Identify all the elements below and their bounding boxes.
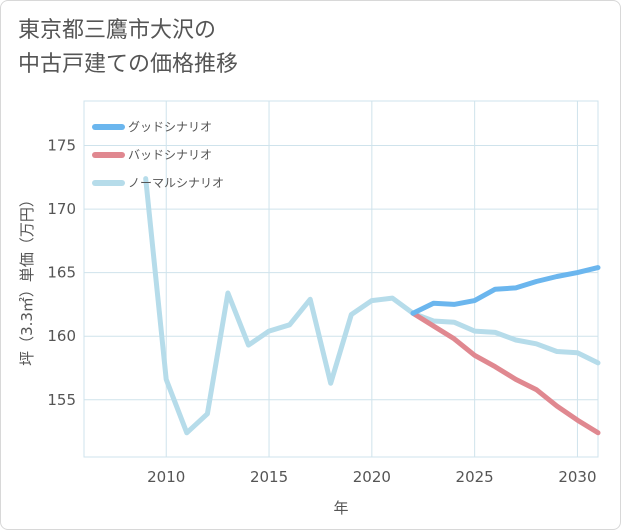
series-lines [143, 176, 601, 436]
series-line-1 [410, 265, 601, 316]
x-tick-label-2030: 2030 [558, 468, 596, 486]
x-tick-label-2020: 2020 [353, 468, 391, 486]
chart-title-line-2: 中古戸建ての価格推移 [18, 52, 239, 77]
grid-lines [83, 100, 599, 458]
y-tick-label-155: 155 [47, 391, 76, 409]
series-line-2 [410, 310, 601, 436]
legend-label-3: ノーマルシナリオ [128, 176, 224, 190]
chart-title: 東京都三鷹市大沢の 中古戸建ての価格推移 [18, 14, 238, 82]
plot-frame [83, 100, 599, 458]
y-tick-label-160: 160 [47, 327, 76, 345]
series-line-3 [143, 176, 601, 436]
y-axis-label: 坪（3.3㎡）単価（万円） [18, 192, 36, 366]
x-tick-label-2010: 2010 [147, 468, 185, 486]
x-tick-label-2025: 2025 [456, 468, 494, 486]
legend-label-1: グッドシナリオ [128, 120, 212, 134]
y-tick-label-165: 165 [47, 264, 76, 282]
legend-label-2: バッドシナリオ [128, 148, 212, 162]
y-tick-label-175: 175 [47, 137, 76, 155]
tick-labels: 2010 2015 2020 2025 2030 155 160 165 170 175 [47, 137, 596, 487]
chart-title-line-1: 東京都三鷹市大沢の [18, 18, 217, 43]
y-tick-label-170: 170 [47, 200, 76, 218]
x-axis-label: 年 [333, 499, 348, 517]
x-tick-label-2015: 2015 [250, 468, 288, 486]
